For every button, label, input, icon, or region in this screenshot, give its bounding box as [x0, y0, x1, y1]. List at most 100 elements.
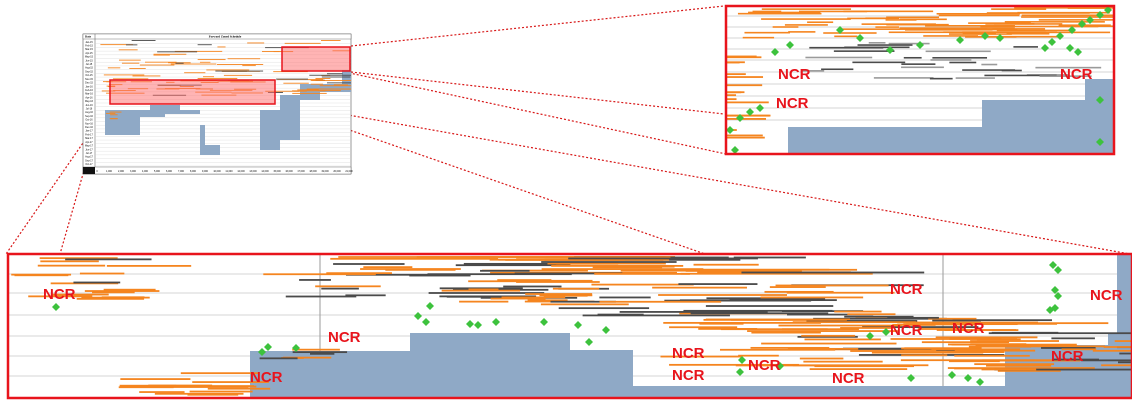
- schedule-bar: [1014, 7, 1114, 9]
- milestone-diamond: [1054, 266, 1062, 274]
- schedule-bar: [1052, 358, 1099, 361]
- schedule-bar: [1103, 346, 1132, 348]
- schedule-bar: [994, 23, 1035, 25]
- schedule-bar: [923, 35, 979, 37]
- schedule-bar: [170, 63, 217, 65]
- schedule-bar: [541, 268, 704, 270]
- schedule-bar: [840, 28, 956, 30]
- schedule-bar: [582, 314, 730, 317]
- schedule-bar: [843, 10, 934, 13]
- schedule-bar: [187, 393, 239, 396]
- schedule-bar: [139, 64, 175, 66]
- schedule-bar: [206, 69, 250, 71]
- overview-row-label: Feb-16: [85, 89, 93, 92]
- schedule-bar: [680, 272, 873, 275]
- overview-row-label: Dec-16: [85, 126, 93, 129]
- schedule-bar: [1029, 14, 1114, 17]
- overview-row-label: Aug-15: [85, 67, 93, 70]
- schedule-bar: [784, 24, 828, 26]
- schedule-bar: [129, 67, 146, 69]
- schedule-bar: [900, 359, 1052, 362]
- overview-row-label: May-16: [85, 100, 94, 103]
- schedule-bar: [309, 74, 351, 76]
- schedule-bar: [726, 84, 763, 87]
- schedule-bar: [719, 348, 836, 351]
- schedule-bar: [312, 80, 351, 81]
- schedule-bar: [592, 266, 663, 269]
- schedule-bar: [726, 101, 769, 104]
- schedule-bar: [664, 299, 812, 302]
- milestone-diamond: [52, 303, 60, 311]
- schedule-bar: [1013, 46, 1038, 48]
- schedule-bar: [101, 296, 145, 299]
- schedule-bar: [1118, 361, 1132, 364]
- schedule-bar: [660, 355, 742, 358]
- schedule-bar: [792, 364, 929, 367]
- schedule-bar: [761, 18, 851, 20]
- schedule-bar: [726, 118, 767, 120]
- schedule-bar: [106, 264, 192, 267]
- schedule-bar: [345, 273, 441, 276]
- overview-row-label: Jun-16: [85, 104, 93, 107]
- overview-x-tick-label: 0: [96, 170, 98, 173]
- schedule-bar: [888, 31, 997, 34]
- schedule-bar: [120, 378, 191, 380]
- schedule-bar: [813, 317, 947, 320]
- schedule-bar: [199, 61, 211, 63]
- schedule-bar: [929, 77, 953, 80]
- schedule-bar: [459, 300, 509, 303]
- ncr-label: NCR: [1060, 66, 1093, 83]
- schedule-bar: [840, 327, 892, 329]
- schedule-bar: [980, 25, 1099, 28]
- overview-x-tick-label: 16,000: [285, 170, 293, 173]
- schedule-bar: [203, 76, 215, 78]
- overview-row-label: Nov-15: [85, 78, 93, 81]
- schedule-bar: [1081, 359, 1132, 362]
- schedule-bar: [326, 73, 343, 75]
- schedule-bar: [292, 348, 340, 351]
- schedule-bar: [439, 287, 523, 290]
- schedule-bar: [752, 10, 782, 13]
- schedule-bar: [1004, 21, 1105, 23]
- schedule-bar: [693, 263, 759, 266]
- overview-row-label: Nov-16: [85, 122, 93, 125]
- overview-row-label: Oct-15: [85, 74, 93, 77]
- schedule-bar: [906, 321, 979, 324]
- overview-row-label: Feb-17: [85, 133, 93, 136]
- milestone-diamond: [1056, 32, 1064, 40]
- overview-row-label: Aug-16: [85, 111, 93, 114]
- schedule-bar: [986, 364, 1052, 367]
- schedule-bar: [932, 319, 981, 322]
- milestone-diamond: [866, 332, 874, 340]
- schedule-bar: [363, 266, 413, 269]
- schedule-bar: [1039, 75, 1092, 77]
- milestone-diamond: [1066, 44, 1074, 52]
- schedule-bar: [698, 328, 758, 330]
- overview-row-label: Aug-17: [85, 156, 93, 159]
- schedule-bar: [994, 368, 1132, 371]
- milestone-diamond: [731, 146, 739, 154]
- schedule-bar: [439, 295, 537, 298]
- overview-row-label: Dec-15: [85, 82, 93, 85]
- schedule-bar: [726, 134, 763, 137]
- schedule-bar: [761, 342, 897, 345]
- schedule-bar: [726, 73, 746, 76]
- milestone-diamond: [1049, 261, 1057, 269]
- overview-row-label: Mar-15: [85, 48, 93, 51]
- schedule-bar: [807, 21, 834, 24]
- schedule-bar: [699, 322, 744, 325]
- schedule-bar: [747, 330, 899, 332]
- schedule-bar: [345, 294, 386, 297]
- schedule-bar: [28, 295, 93, 298]
- schedule-bar: [547, 262, 666, 265]
- schedule-bar: [871, 351, 984, 354]
- schedule-bar: [310, 352, 335, 355]
- schedule-bar: [690, 312, 829, 315]
- schedule-bar: [263, 273, 376, 276]
- schedule-bar: [844, 46, 910, 49]
- schedule-bar: [669, 326, 738, 329]
- schedule-bar: [14, 274, 69, 277]
- overview-x-tick-label: 10,000: [213, 170, 221, 173]
- schedule-bar: [318, 90, 341, 92]
